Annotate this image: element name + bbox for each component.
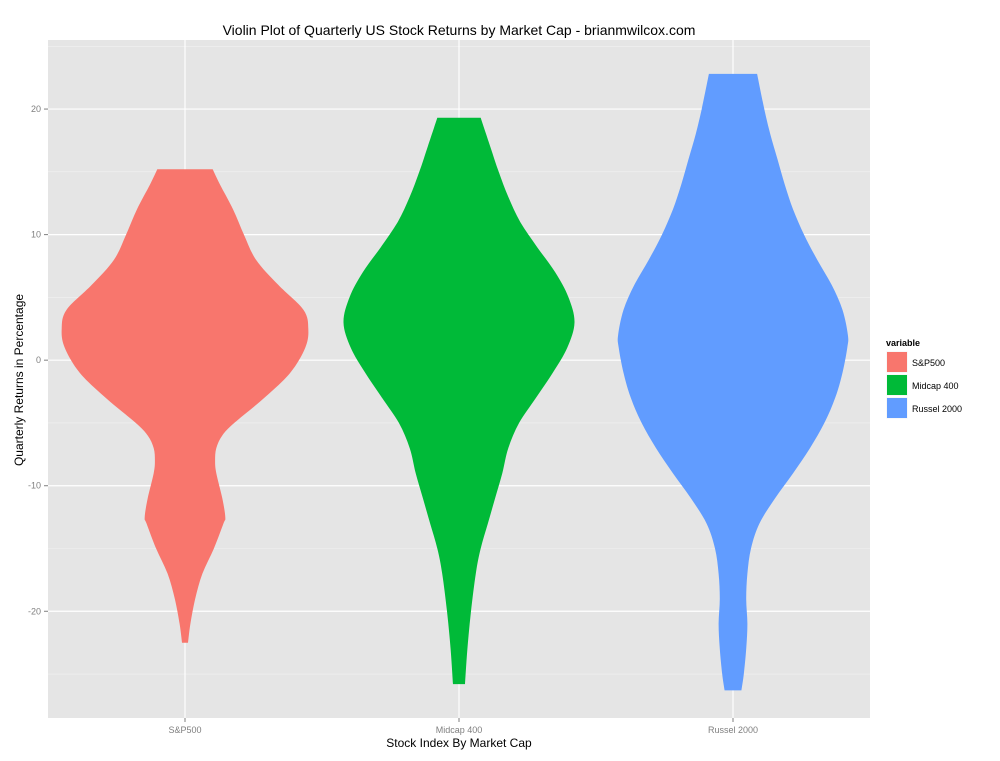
violin-midcap-400 [343,117,575,685]
legend: variable S&P500 Midcap 400 Russel 2000 [885,338,962,420]
legend-label: Russel 2000 [912,404,962,414]
legend-label: Midcap 400 [912,381,959,391]
y-tick-label: 0 [36,355,41,365]
x-tick-label: Midcap 400 [436,725,483,735]
legend-swatch [887,398,907,418]
legend-items: S&P500 Midcap 400 Russel 2000 [885,350,962,420]
x-tick-label: S&P500 [168,725,201,735]
legend-title: variable [886,338,920,348]
y-tick-label: -20 [28,606,41,616]
y-tick-label: -10 [28,481,41,491]
legend-label: S&P500 [912,358,945,368]
chart-title: Violin Plot of Quarterly US Stock Return… [223,22,696,38]
y-tick-label: 20 [31,104,41,114]
axis-ticks: -20 -10 0 10 20 S&P500 Midcap 400 Russel 2000 [28,104,758,735]
y-tick-label: 10 [31,230,41,240]
x-tick-label: Russel 2000 [708,725,758,735]
legend-swatch [887,352,907,372]
violin-russel-2000 [617,73,849,691]
violin-s-p500 [61,169,309,643]
legend-swatch [887,375,907,395]
violins [61,73,849,691]
x-axis-title: Stock Index By Market Cap [386,736,532,750]
y-axis-title: Quarterly Returns in Percentage [12,294,26,466]
